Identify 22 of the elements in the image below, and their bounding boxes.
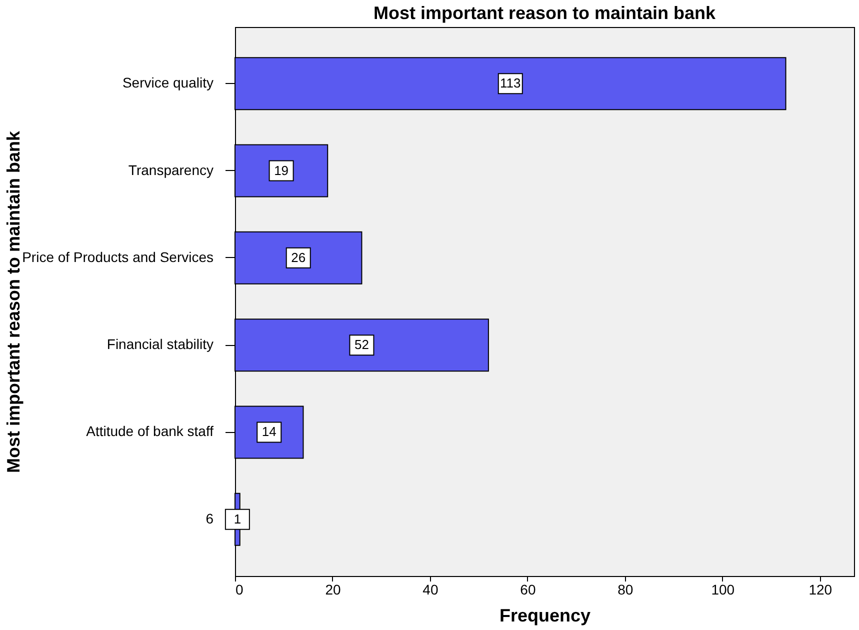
y-tick-label: Attitude of bank staff [86,423,214,440]
data-label: 1 [234,511,242,526]
x-axis-title: Frequency [499,606,591,626]
x-tick-label: 60 [520,582,536,598]
x-tick-label: 40 [422,582,438,598]
y-axis-title: Most important reason to maintain bank [4,130,24,474]
y-tick-label: Transparency [128,162,214,178]
y-tick-label: 6 [206,510,214,526]
y-tick-label: Financial stability [106,336,214,352]
data-label: 113 [500,76,521,91]
data-label: 52 [354,337,369,352]
chart-title: Most important reason to maintain bank [373,3,716,23]
data-label: 19 [274,162,289,178]
y-tick-label: Service quality [122,74,214,91]
x-tick-label: 80 [618,582,634,598]
data-label: 26 [291,250,306,265]
x-tick-label: 120 [808,582,832,598]
x-tick-label: 100 [711,582,735,598]
y-tick-label: Price of Products and Services [22,248,214,265]
x-tick-label: 0 [236,582,244,598]
x-tick-label: 20 [325,582,341,598]
data-label: 14 [262,424,276,440]
